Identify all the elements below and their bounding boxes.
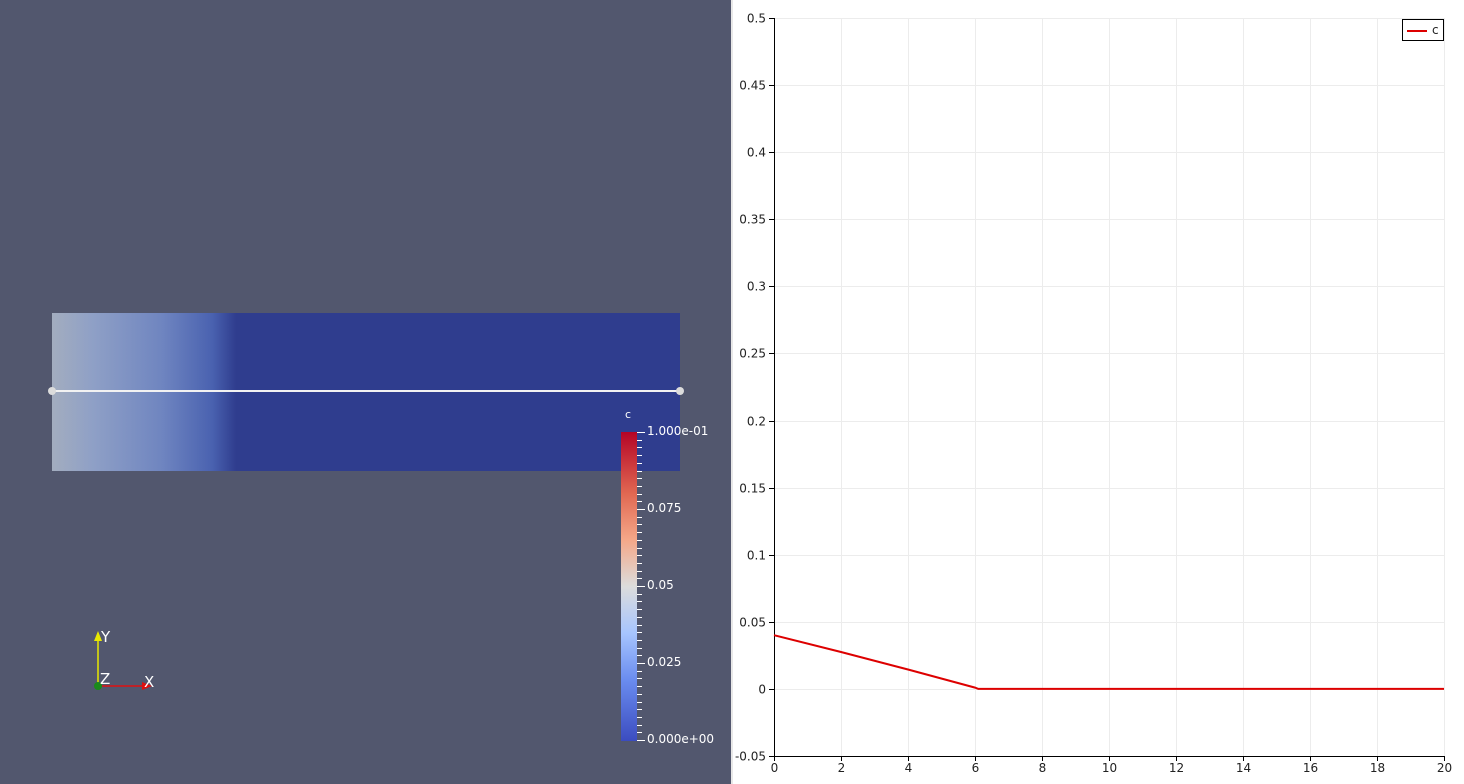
chart-legend: c	[1403, 20, 1444, 41]
mesh-surface[interactable]	[52, 313, 680, 471]
axis-y-label: Y	[101, 628, 110, 646]
line-chart[interactable]: 0 2 4 6 8 10 12 14 16 18 20 -0.05 0 0.05 0.1 0.15 0.2 0.…	[733, 0, 1464, 784]
y-tick-label: 0.5	[747, 12, 766, 26]
scalar-bar-label-05: 0.05	[647, 579, 674, 591]
legend-label: c	[1432, 23, 1439, 37]
axis-x-label: X	[144, 673, 154, 691]
scalar-bar-label-025: 0.025	[647, 656, 681, 668]
line-start-handle[interactable]	[48, 387, 56, 395]
axis-z-label: Z	[100, 670, 110, 688]
y-tick-label: 0.2	[747, 415, 766, 429]
y-tick-label: 0.3	[747, 280, 766, 294]
y-tick-label: 0.45	[739, 79, 766, 93]
x-tick-label: 10	[1102, 761, 1117, 775]
x-tick-label: 20	[1437, 761, 1452, 775]
scalar-bar-ticks	[637, 432, 645, 741]
y-tick-label: 0	[758, 683, 766, 697]
x-tick-label: 14	[1236, 761, 1251, 775]
x-tick-label: 16	[1303, 761, 1318, 775]
scalar-bar[interactable]	[621, 432, 637, 741]
render-view-3d[interactable]: c 1.000e-01 0.075 0.05 0.025 0.000e+00 Y…	[0, 0, 731, 784]
scalar-bar-label-min: 0.000e+00	[647, 733, 714, 745]
y-tick-label: 0.05	[739, 616, 766, 630]
y-tick-label: 0.25	[739, 347, 766, 361]
x-tick-label: 18	[1370, 761, 1385, 775]
x-tick-label: 12	[1169, 761, 1184, 775]
x-tick-label: 4	[905, 761, 913, 775]
y-tick-label: 0.1	[747, 549, 766, 563]
line-end-handle[interactable]	[676, 387, 684, 395]
y-tick-label: -0.05	[735, 750, 766, 764]
plot-over-line-widget[interactable]	[52, 390, 680, 392]
x-tick-label: 2	[838, 761, 846, 775]
chart-grid	[774, 18, 1445, 757]
scalar-bar-label-075: 0.075	[647, 502, 681, 514]
x-tick-label: 8	[1039, 761, 1047, 775]
x-tick-label: 6	[972, 761, 980, 775]
y-tick-label: 0.15	[739, 482, 766, 496]
x-tick-label: 0	[771, 761, 779, 775]
y-tick-label: 0.4	[747, 146, 766, 160]
x-axis-ticks: 0 2 4 6 8 10 12 14 16 18 20	[771, 756, 1452, 775]
orientation-axes: Y Z X	[86, 625, 166, 700]
scalar-bar-title: c	[625, 408, 631, 421]
line-chart-view[interactable]: 0 2 4 6 8 10 12 14 16 18 20 -0.05 0 0.05 0.1 0.15 0.2 0.…	[733, 0, 1464, 784]
y-axis-ticks: -0.05 0 0.05 0.1 0.15 0.2 0.25 0.3 0.35 0.4 0.45 0.…	[735, 12, 774, 764]
y-tick-label: 0.35	[739, 213, 766, 227]
scalar-bar-label-max: 1.000e-01	[647, 425, 708, 437]
